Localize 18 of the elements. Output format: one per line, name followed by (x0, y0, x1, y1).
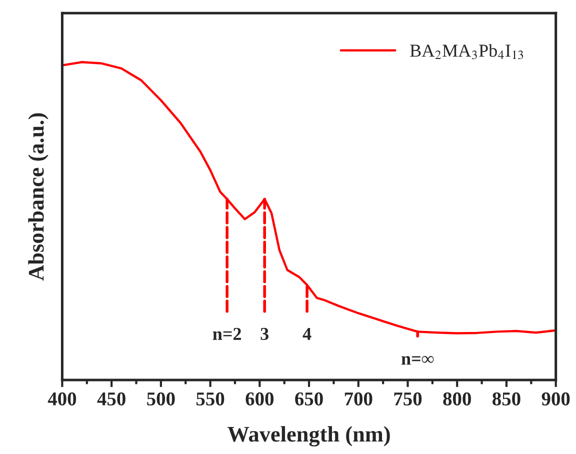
annotation: 3 (260, 328, 268, 340)
x-tick-label: 750 (394, 392, 422, 406)
x-tick-label: 650 (295, 392, 323, 406)
x-tick-label: 450 (97, 392, 126, 406)
annotation: n=2 (212, 328, 241, 340)
x-tick-label: 800 (443, 392, 471, 406)
x-tick-label: 900 (542, 392, 570, 406)
x-tick-label: 550 (196, 392, 224, 406)
legend-label: BA$_{2}$MA$_{3}$Pb$_{4}$I$_{13}$ (410, 44, 524, 60)
annotation: 4 (302, 328, 312, 340)
x-tick-label: 600 (246, 392, 274, 406)
x-tick-label: 500 (147, 392, 175, 406)
annotation: n=∞ (402, 356, 434, 365)
x-tick-label: 700 (344, 392, 372, 406)
x-tick-label: 850 (492, 392, 520, 406)
y-axis-title: Absorbance (a.u.) (28, 113, 48, 281)
x-tick-label: 400 (48, 392, 76, 406)
x-axis-title: Wavelength (nm) (228, 426, 390, 446)
